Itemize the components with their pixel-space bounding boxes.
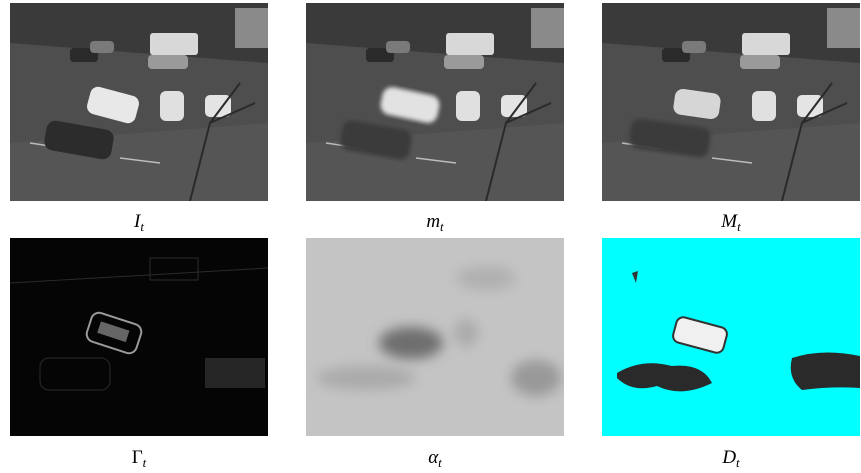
caption-symbol: α <box>428 447 439 468</box>
caption-symbol: m <box>426 211 441 232</box>
caption-symbol: M <box>721 211 738 232</box>
caption: Dt <box>602 448 860 473</box>
image-panel <box>10 3 268 201</box>
image-panel <box>306 3 564 201</box>
caption-symbol: D <box>722 447 737 468</box>
caption-symbol: Γ <box>131 447 143 468</box>
caption-subscript: t <box>440 219 444 234</box>
caption-symbol: I <box>134 211 141 232</box>
caption: αt <box>306 448 564 473</box>
caption-subscript: t <box>142 455 147 470</box>
image-panel <box>602 238 860 436</box>
caption: Γt <box>10 448 268 473</box>
caption: mt <box>306 212 564 237</box>
image-panel <box>10 238 268 436</box>
caption-subscript: t <box>438 455 442 470</box>
caption: It <box>10 212 268 237</box>
caption: Mt <box>602 212 860 237</box>
image-panel <box>306 238 564 436</box>
caption-subscript: t <box>737 219 741 234</box>
caption-subscript: t <box>140 219 144 234</box>
caption-subscript: t <box>736 455 740 470</box>
image-panel <box>602 3 860 201</box>
